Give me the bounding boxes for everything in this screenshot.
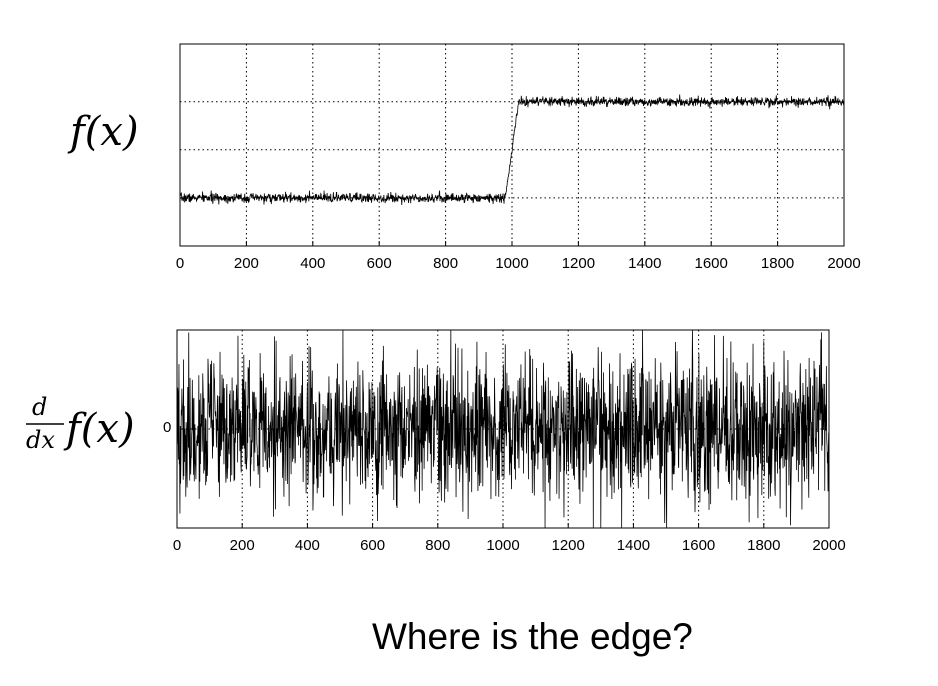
tick-label: 1000 bbox=[486, 537, 519, 554]
tick-label: 1800 bbox=[747, 537, 780, 554]
tick-label: 1400 bbox=[628, 255, 661, 272]
question-text: Where is the edge? bbox=[372, 616, 693, 657]
grid-top bbox=[180, 44, 844, 246]
tick-label: 1600 bbox=[695, 255, 728, 272]
tick-label: 2000 bbox=[812, 537, 845, 554]
tick-label: 200 bbox=[234, 255, 259, 272]
ylabel-fx: f(x) bbox=[67, 109, 139, 155]
tick-label: 1200 bbox=[562, 255, 595, 272]
tick-label: 2000 bbox=[827, 255, 860, 272]
series-top bbox=[179, 94, 845, 206]
ylabel-derivative: d dx f(x) bbox=[26, 393, 135, 454]
chart-top: f(x) 0 200 400 600 800 1000 1200 1400 1600 1800 20… bbox=[67, 43, 861, 272]
tick-label: 600 bbox=[360, 537, 385, 554]
xticks-top: 0 200 400 600 800 1000 1200 1400 1600 1800 2000 bbox=[176, 241, 861, 272]
series-line bbox=[179, 94, 845, 206]
tick-label: 800 bbox=[425, 537, 450, 554]
ytick-zero: 0 bbox=[163, 419, 171, 436]
series-line bbox=[176, 329, 830, 529]
tick-label: 1200 bbox=[552, 537, 585, 554]
series-bottom bbox=[176, 329, 830, 529]
tick-label: 0 bbox=[173, 537, 181, 554]
tick-label: 1600 bbox=[682, 537, 715, 554]
tick-label: 600 bbox=[367, 255, 392, 272]
tick-label: 800 bbox=[433, 255, 458, 272]
tick-label: 400 bbox=[300, 255, 325, 272]
ylabel-f: f(x) bbox=[63, 406, 135, 452]
ylabel-dx: dx bbox=[26, 426, 55, 454]
tick-label: 1400 bbox=[617, 537, 650, 554]
tick-label: 1000 bbox=[495, 255, 528, 272]
tick-label: 1800 bbox=[761, 255, 794, 272]
tick-label: 0 bbox=[176, 255, 184, 272]
ylabel-d: d bbox=[32, 393, 47, 421]
xticks-bottom: 0 200 400 600 800 1000 1200 1400 1600 1800 2000 bbox=[173, 523, 846, 554]
tick-label: 200 bbox=[230, 537, 255, 554]
chart-bottom: d dx f(x) 0 0 200 400 600 800 1000 1200 1400 160… bbox=[26, 329, 846, 554]
tick-label: 400 bbox=[295, 537, 320, 554]
